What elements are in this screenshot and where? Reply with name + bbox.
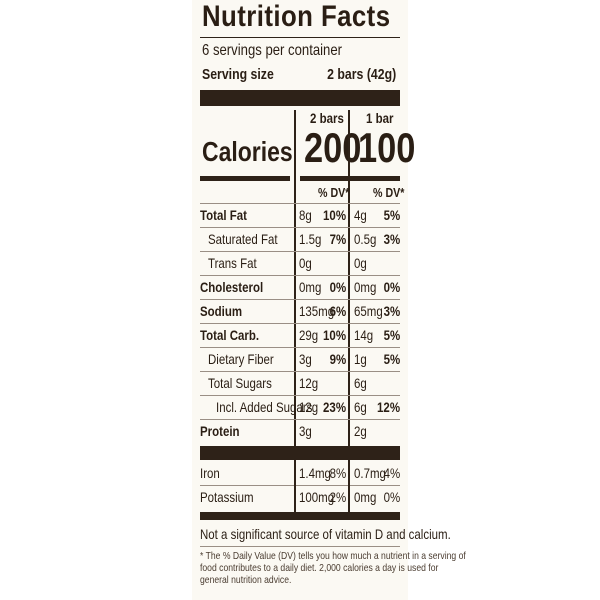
footnote-line: general nutrition advice. bbox=[200, 574, 292, 586]
nutrient-dv: 3% bbox=[383, 231, 400, 247]
nutrient-amount: 1g bbox=[354, 351, 367, 367]
row-divider bbox=[200, 485, 400, 486]
nutrient-amount: 8g bbox=[299, 207, 312, 223]
nutrient-amount: 12g bbox=[299, 375, 319, 391]
nutrient-name: Total Fat bbox=[200, 207, 247, 223]
nutrient-dv: 5% bbox=[383, 327, 400, 343]
nutrient-note: Not a significant source of vitamin D an… bbox=[200, 526, 451, 542]
nutrient-name: Total Sugars bbox=[208, 375, 272, 391]
nutrient-dv: 0% bbox=[383, 489, 400, 505]
nutrient-amount: 12g bbox=[299, 399, 319, 415]
row-divider bbox=[200, 275, 400, 276]
nutrient-amount: 65mg bbox=[354, 303, 383, 319]
nutrient-amount: 0.7mg bbox=[354, 465, 386, 481]
nutrient-amount: 100mg bbox=[299, 489, 335, 505]
nutrient-amount: 6g bbox=[354, 375, 367, 391]
nutrient-dv: 8% bbox=[329, 465, 346, 481]
thick-bar-top bbox=[200, 90, 400, 106]
row-divider bbox=[200, 347, 400, 348]
nutrient-name: Iron bbox=[200, 465, 220, 481]
nutrient-name: Dietary Fiber bbox=[208, 351, 274, 367]
nutrient-dv: 0% bbox=[329, 279, 346, 295]
nutrient-amount: 14g bbox=[354, 327, 374, 343]
nutrient-amount: 0mg bbox=[354, 489, 377, 505]
dv-divider bbox=[200, 203, 400, 204]
nutrient-amount: 1.4mg bbox=[299, 465, 331, 481]
nutrient-name: Cholesterol bbox=[200, 279, 264, 295]
nutrition-label: Nutrition Facts 6 servings per container… bbox=[192, 0, 466, 600]
row-divider bbox=[200, 251, 400, 252]
footnote-line: food contributes to a daily diet. 2,000 … bbox=[200, 562, 439, 574]
nutrient-dv: 0% bbox=[383, 279, 400, 295]
nutrient-dv: 3% bbox=[383, 303, 400, 319]
nutrient-amount: 0mg bbox=[354, 279, 377, 295]
footnote-line: * The % Daily Value (DV) tells you how m… bbox=[200, 550, 466, 562]
nutrient-dv: 23% bbox=[323, 399, 346, 415]
nutrient-dv: 10% bbox=[323, 327, 346, 343]
col2-dv-header: % DV* bbox=[373, 185, 405, 200]
nutrient-name: Protein bbox=[200, 423, 240, 439]
nutrient-amount: 0.5g bbox=[354, 231, 377, 247]
nutrient-amount: 29g bbox=[299, 327, 319, 343]
nutrient-name: Potassium bbox=[200, 489, 254, 505]
col2-divider bbox=[348, 110, 350, 448]
col1-divider bbox=[294, 110, 296, 448]
row-divider bbox=[200, 371, 400, 372]
row-divider bbox=[200, 227, 400, 228]
nutrient-name: Saturated Fat bbox=[208, 231, 278, 247]
col2-calories: 100 bbox=[358, 124, 416, 171]
nutrient-amount: 3g bbox=[299, 351, 312, 367]
nutrient-dv: 5% bbox=[383, 207, 400, 223]
nutrient-dv: 2% bbox=[329, 489, 346, 505]
nutrient-dv: 5% bbox=[383, 351, 400, 367]
thick-bar-mid bbox=[200, 446, 400, 460]
nutrient-amount: 135mg bbox=[299, 303, 335, 319]
footnote-divider bbox=[200, 546, 400, 547]
nutrient-amount: 0g bbox=[354, 255, 367, 271]
nutrient-dv: 7% bbox=[329, 231, 346, 247]
nutrient-dv: 12% bbox=[377, 399, 400, 415]
label-title: Nutrition Facts bbox=[202, 0, 391, 33]
nutrient-amount: 0mg bbox=[299, 279, 322, 295]
nutrient-amount: 3g bbox=[299, 423, 312, 439]
row-divider bbox=[200, 419, 400, 420]
col1-header: 2 bars bbox=[310, 110, 344, 126]
nutrient-name: Sodium bbox=[200, 303, 243, 319]
col1-divider-lower bbox=[294, 460, 296, 512]
calories-rule-left bbox=[200, 176, 290, 181]
col1-dv-header: % DV* bbox=[318, 185, 350, 200]
serving-size-value: 2 bars (42g) bbox=[326, 66, 396, 83]
nutrient-dv: 6% bbox=[329, 303, 346, 319]
servings-per-container: 6 servings per container bbox=[202, 42, 343, 59]
nutrient-name: Incl. Added Sugars bbox=[216, 399, 313, 415]
serving-size-label: Serving size bbox=[202, 66, 274, 83]
nutrient-name: Trans Fat bbox=[208, 255, 257, 271]
col2-divider-lower bbox=[348, 460, 350, 512]
nutrient-amount: 2g bbox=[354, 423, 367, 439]
nutrient-dv: 10% bbox=[323, 207, 346, 223]
nutrient-amount: 0g bbox=[299, 255, 312, 271]
nutrient-dv: 9% bbox=[329, 351, 346, 367]
col1-calories: 200 bbox=[304, 124, 362, 171]
calories-label: Calories bbox=[202, 136, 293, 167]
nutrient-dv: 4% bbox=[383, 465, 400, 481]
nutrient-amount: 6g bbox=[354, 399, 367, 415]
row-divider bbox=[200, 395, 400, 396]
nutrient-amount: 1.5g bbox=[299, 231, 322, 247]
calories-rule-right bbox=[300, 176, 400, 181]
col2-header: 1 bar bbox=[366, 110, 394, 126]
title-divider bbox=[200, 37, 400, 38]
nutrient-amount: 4g bbox=[354, 207, 367, 223]
row-divider bbox=[200, 299, 400, 300]
thick-bar-bottom bbox=[200, 512, 400, 520]
row-divider bbox=[200, 323, 400, 324]
nutrient-name: Total Carb. bbox=[200, 327, 260, 343]
